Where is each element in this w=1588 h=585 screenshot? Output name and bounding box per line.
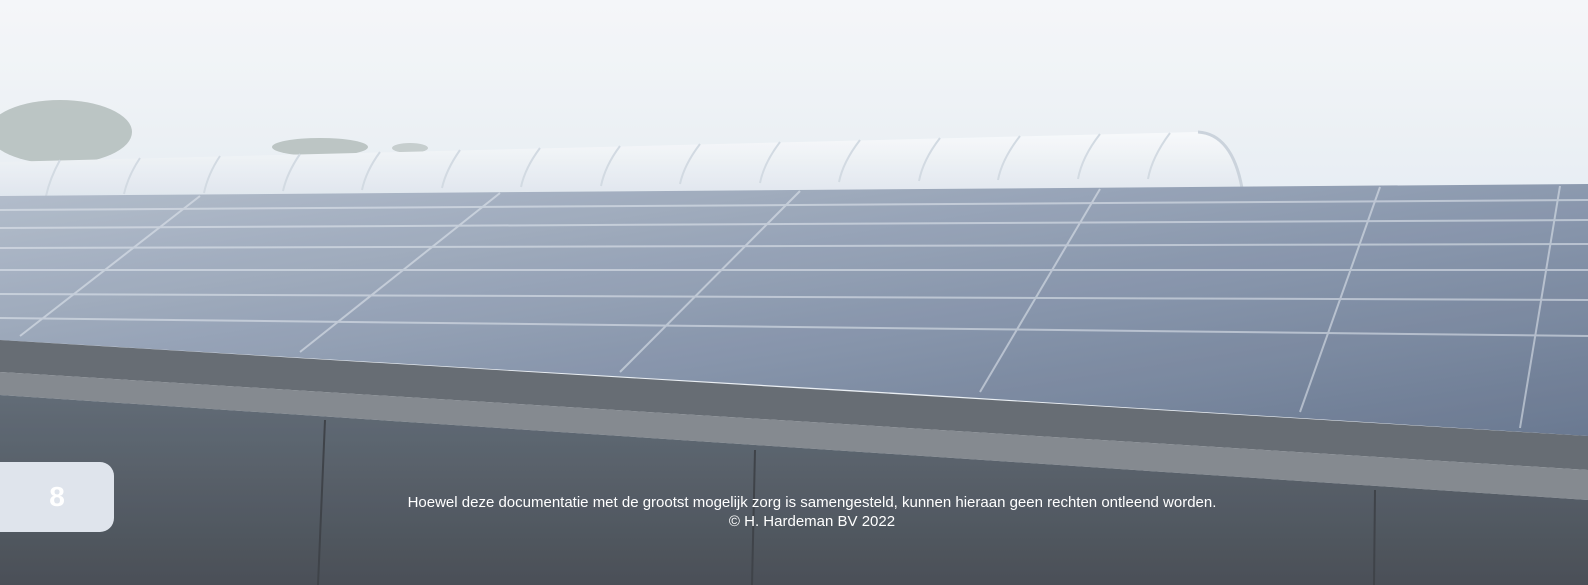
wall [0,395,1588,585]
page-number: 8 [49,481,65,512]
skylight-vault [0,130,1244,198]
trees [0,100,428,164]
footer: Hoewel deze documentatie met de grootst … [300,493,1324,531]
corrugation-ribs [0,185,1588,429]
gutter [0,340,1588,470]
page-number-badge: 8 [0,462,114,532]
footer-disclaimer: Hoewel deze documentatie met de grootst … [407,494,1217,511]
footer-copyright: © H. Hardeman BV 2022 [728,513,896,530]
